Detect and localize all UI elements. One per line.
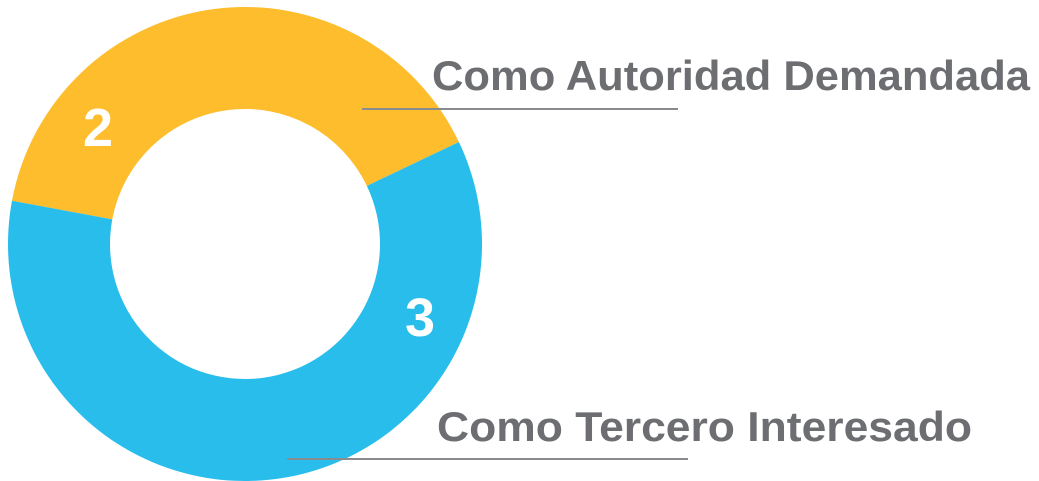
value-label: 2	[83, 98, 113, 158]
value-label: 3	[405, 288, 435, 348]
category-label: Como Autoridad Demandada	[432, 52, 1031, 99]
donut	[8, 7, 482, 481]
donut-segment	[11, 7, 459, 220]
category-label: Como Tercero Interesado	[437, 403, 972, 450]
donut-segment	[8, 141, 482, 481]
